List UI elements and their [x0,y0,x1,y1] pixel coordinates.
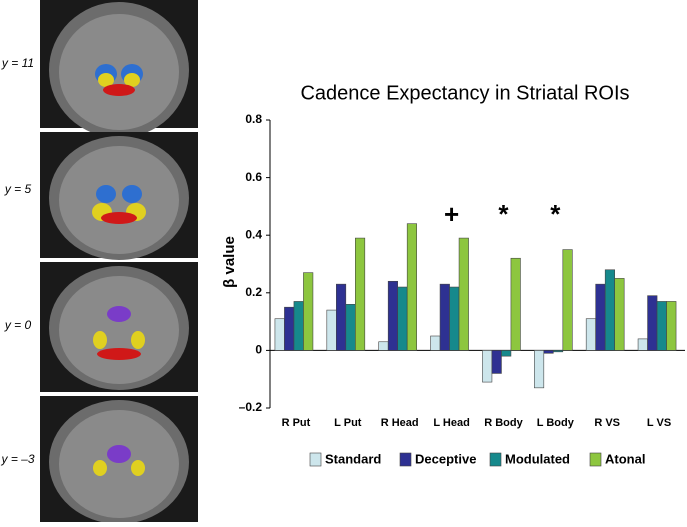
legend-label: Deceptive [415,451,476,466]
bar [355,237,366,351]
bar [543,350,554,354]
x-tick-label: L Body [537,417,575,429]
legend-label: Atonal [605,451,645,466]
x-tick-label: L Put [334,417,362,429]
legend-swatch [399,452,412,467]
brain-slice [40,0,198,138]
bar [604,269,615,351]
brain-slice [40,396,198,524]
bar [303,272,314,351]
bar [439,283,450,351]
legend-label: Standard [325,451,381,466]
x-tick-label: L Head [433,417,469,429]
y-tick-label: –0.2 [239,400,263,414]
bar [274,318,285,351]
bar [482,350,493,383]
bar [534,350,545,389]
bar [491,350,502,374]
bar [406,223,417,351]
bar [614,278,625,351]
legend-swatch [589,452,602,467]
bar [647,295,658,351]
brain-panels: y = 11 y = 5 y = 0 y = –3 [0,0,198,524]
bar [326,309,337,351]
bar [595,283,606,351]
x-tick-label: R Put [282,417,311,429]
bar [501,350,512,357]
y-tick-label: 0.2 [245,285,262,299]
slice-label: y = 11 [1,56,34,70]
significance-marker: * [498,199,509,229]
significance-marker: + [444,199,459,229]
y-tick-label: 0.4 [245,227,262,241]
bar [293,301,304,351]
bar [637,338,648,351]
bar [336,283,347,351]
slice-label: y = –3 [0,452,34,466]
bar [387,280,398,351]
bar [345,304,356,351]
bar [378,341,389,351]
bar [666,301,677,351]
legend-swatch [489,452,502,467]
bar [430,335,441,351]
y-tick-label: 0 [255,343,262,357]
x-tick-label: L VS [647,417,671,429]
x-tick-label: R VS [594,417,620,429]
chart-title: Cadence Expectancy in Striatal ROIs [300,82,629,104]
bar [562,249,573,351]
x-tick-label: R Body [484,417,523,429]
brain-slice [40,132,198,260]
legend-swatch [309,452,322,467]
y-tick-label: 0.8 [245,112,262,126]
legend-label: Modulated [505,451,570,466]
significance-marker: * [550,199,561,229]
bar [397,286,408,351]
slice-label: y = 0 [4,318,32,332]
y-axis-label: β value [221,236,238,288]
bar [458,237,469,351]
bar [449,286,460,351]
slice-label: y = 5 [4,182,32,196]
brain-slice [40,262,198,392]
y-tick-label: 0.6 [245,170,262,184]
bar [656,301,667,351]
bar [585,318,596,351]
bar [284,306,295,351]
x-tick-label: R Head [381,417,419,429]
bar [510,257,521,351]
bar [553,350,564,353]
